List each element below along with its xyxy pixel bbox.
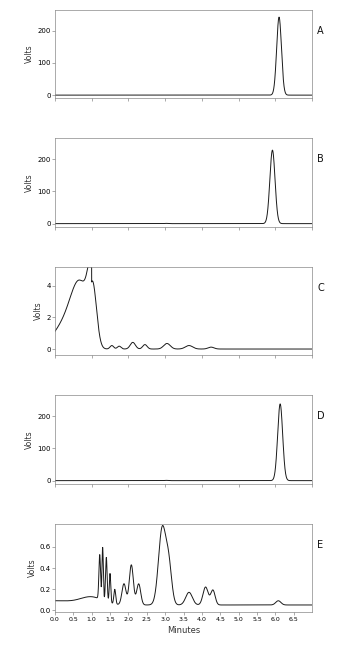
Y-axis label: Volts: Volts	[25, 173, 34, 192]
Text: B: B	[317, 154, 324, 164]
Y-axis label: Volts: Volts	[25, 45, 34, 64]
Text: D: D	[317, 411, 325, 421]
X-axis label: Minutes: Minutes	[167, 626, 200, 634]
Y-axis label: Volts: Volts	[34, 302, 44, 320]
Y-axis label: Volts: Volts	[25, 430, 34, 449]
Text: E: E	[317, 540, 323, 550]
Y-axis label: Volts: Volts	[28, 559, 37, 577]
Text: C: C	[317, 283, 324, 293]
Text: A: A	[317, 26, 324, 36]
